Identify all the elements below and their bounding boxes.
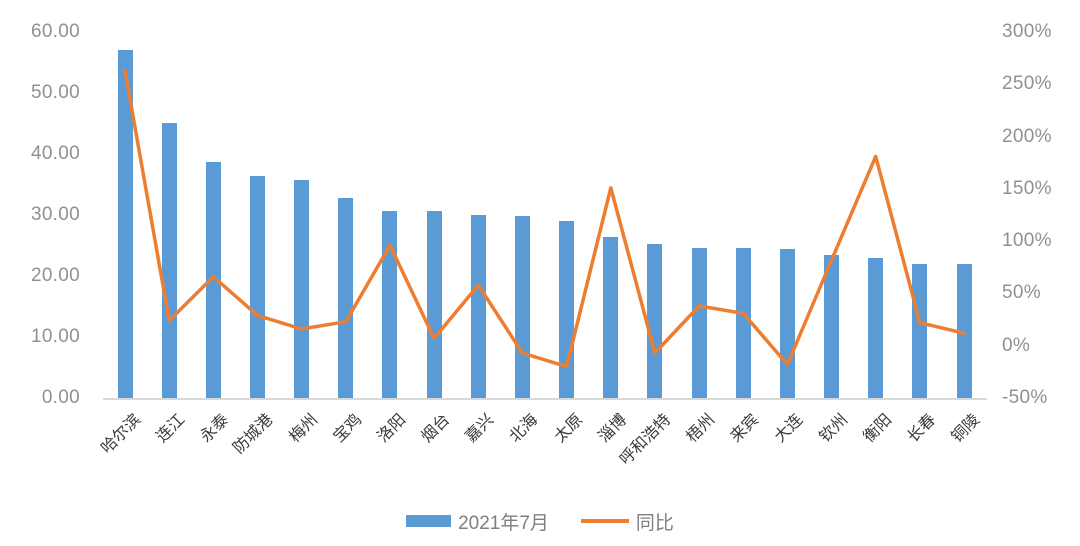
- category-label-梅州: 梅州: [286, 411, 321, 446]
- bar-长春: [912, 264, 928, 398]
- category-label-长春: 长春: [904, 411, 940, 446]
- category-label-洛阳: 洛阳: [374, 411, 410, 446]
- bar-呼和浩特: [647, 243, 663, 398]
- bar-衡阳: [868, 257, 884, 398]
- category-label-梧州: 梧州: [683, 411, 719, 446]
- chart-legend: 2021年7月 同比: [0, 506, 1080, 536]
- category-label-防城港: 防城港: [230, 411, 277, 458]
- bar-烟台: [426, 211, 442, 398]
- category-label-嘉兴: 嘉兴: [462, 411, 498, 446]
- category-label-钦州: 钦州: [816, 411, 851, 446]
- bar-梅州: [294, 180, 310, 398]
- bar-series-swatch-icon: [406, 515, 452, 527]
- left-axis-tick: 50.00: [30, 82, 80, 103]
- category-label-连江: 连江: [153, 411, 189, 446]
- right-axis-tick: 300%: [1002, 21, 1052, 42]
- bar-连江: [161, 122, 177, 398]
- bar-来宾: [735, 247, 751, 398]
- category-label-北海: 北海: [507, 411, 542, 446]
- bar-series-label: 2021年7月: [458, 512, 549, 534]
- right-axis-tick: 150%: [1002, 177, 1052, 199]
- right-axis-tick: 200%: [1002, 125, 1052, 147]
- category-label-哈尔滨: 哈尔滨: [98, 411, 145, 458]
- bar-永泰: [205, 161, 221, 398]
- left-axis-tick: 0.00: [41, 387, 80, 408]
- line-series-swatch-icon: [580, 519, 629, 523]
- bar-洛阳: [382, 210, 398, 398]
- bar-梧州: [691, 247, 707, 398]
- bar-淄博: [603, 236, 619, 398]
- category-label-来宾: 来宾: [727, 411, 763, 446]
- right-axis-tick: -50%: [1002, 387, 1048, 408]
- bar-大连: [779, 249, 795, 398]
- bar-嘉兴: [470, 215, 486, 398]
- category-label-太原: 太原: [551, 411, 586, 446]
- x-axis-line: [103, 398, 987, 400]
- bar-宝鸡: [338, 197, 354, 398]
- category-label-宝鸡: 宝鸡: [330, 411, 366, 446]
- line-series-label: 同比: [635, 512, 674, 534]
- legend-item-bar-series: 2021年7月: [406, 508, 549, 535]
- right-axis-tick: 100%: [1002, 230, 1052, 252]
- right-axis-tick: 50%: [1002, 282, 1041, 304]
- left-axis-tick: 60.00: [30, 21, 80, 42]
- bar-太原: [559, 221, 575, 398]
- bar-防城港: [249, 175, 265, 398]
- left-axis-tick: 10.00: [30, 326, 80, 347]
- left-axis-tick: 40.00: [30, 143, 80, 164]
- category-label-铜陵: 铜陵: [948, 411, 984, 446]
- left-axis-tick: 30.00: [30, 204, 80, 225]
- right-axis-tick: 0%: [1002, 334, 1031, 356]
- legend-item-line-series: 同比: [580, 508, 674, 535]
- bar-北海: [514, 215, 530, 398]
- bar-哈尔滨: [117, 50, 133, 398]
- category-label-衡阳: 衡阳: [860, 411, 895, 446]
- bar-铜陵: [956, 264, 972, 398]
- left-axis-tick: 20.00: [30, 265, 80, 286]
- right-axis-tick: 250%: [1002, 73, 1052, 95]
- category-label-大连: 大连: [772, 411, 807, 446]
- category-label-烟台: 烟台: [418, 411, 454, 446]
- bar-钦州: [824, 255, 840, 398]
